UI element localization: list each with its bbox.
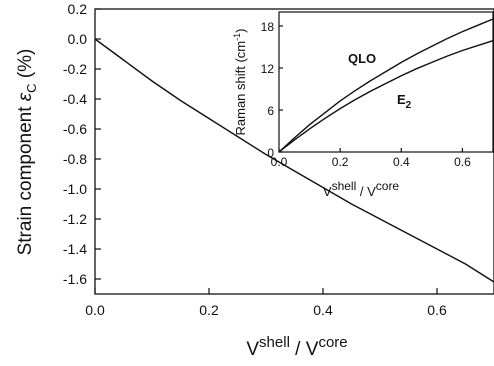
- main-series: [94, 38, 494, 283]
- main-y-tick-label: -1.2: [63, 211, 87, 227]
- inset-x-axis-label: Vshell / Vcore: [323, 179, 400, 199]
- main-x-tick-label: 0.4: [313, 302, 333, 318]
- main-y-tick-label: -1.6: [63, 271, 87, 287]
- main-x-axis-label: Vshell / Vcore: [246, 334, 347, 360]
- main-ticks: 0.0 0.2 0.4 0.6 0.2 0.0 -0.2 -0.4 -0.6 -0.8 -1.0 -1…: [63, 1, 447, 318]
- inset-series: [278, 18, 494, 153]
- main-x-label-sup2: core: [318, 334, 347, 351]
- main-y-tick-label: -0.6: [63, 121, 87, 137]
- inset-y-tick-label: 18: [261, 20, 275, 34]
- inset-y-tick-label: 6: [267, 104, 274, 118]
- main-y-tick-label: -1.4: [63, 241, 87, 257]
- inset-x-tick-label: 0.6: [454, 155, 471, 169]
- main-y-label-sub: C: [24, 83, 39, 92]
- main-plot: 0.0 0.2 0.4 0.6 0.2 0.0 -0.2 -0.4 -0.6 -0.8 -1.0 -1…: [15, 1, 494, 360]
- inset-y-tick-label: 0: [267, 146, 274, 160]
- inset-y-label-close: ): [233, 29, 248, 33]
- main-y-label-pre: Strain component: [15, 101, 36, 255]
- main-y-tick-label: -0.8: [63, 151, 87, 167]
- inset-x-label-sep: /: [356, 184, 367, 199]
- inset-x-label-sup2: core: [376, 179, 400, 193]
- main-y-tick-label: -0.4: [63, 91, 87, 107]
- inset-x-label-base2: V: [367, 184, 376, 199]
- series-label-e2-sub: 2: [406, 100, 412, 111]
- main-y-label-post: (%): [15, 49, 36, 84]
- main-plot-frame: [94, 8, 494, 295]
- inset-x-tick-label: 0.2: [332, 155, 349, 169]
- inset-y-axis-label: Raman shift (cm-1): [232, 29, 248, 136]
- main-y-axis-label: Strain component εC (%): [15, 49, 39, 256]
- series-label-qlo: QLO: [348, 51, 376, 66]
- inset-plot: 0.0 0.2 0.4 0.6 0 6 12 18 Raman shift (cm-1) Vs…: [232, 11, 494, 199]
- main-x-label-sup: shell: [259, 334, 290, 351]
- inset-x-tick-label: 0.4: [393, 155, 410, 169]
- main-y-label-symbol: ε: [15, 92, 36, 101]
- main-series-line-0: [94, 38, 494, 283]
- main-x-label-base2: V: [306, 339, 319, 360]
- inset-series-line-0: [278, 18, 494, 153]
- main-y-tick-label: 0.2: [68, 1, 88, 17]
- main-x-label-base: V: [246, 339, 259, 360]
- inset-y-tick-label: 12: [261, 62, 275, 76]
- main-x-tick-label: 0.6: [427, 302, 447, 318]
- inset-ticks: 0.0 0.2 0.4 0.6 0 6 12 18: [261, 20, 471, 169]
- main-x-label-sep: /: [290, 339, 306, 360]
- main-x-tick-label: 0.2: [199, 302, 219, 318]
- series-label-e2-base: E: [397, 92, 406, 107]
- series-label-e2: E2: [397, 92, 412, 111]
- main-y-tick-label: -1.0: [63, 181, 87, 197]
- inset-y-label-text: Raman shift (cm: [233, 41, 248, 136]
- main-y-tick-label: -0.2: [63, 61, 87, 77]
- inset-series-line-1: [278, 40, 494, 153]
- inset-y-label-sup: -1: [232, 33, 242, 41]
- main-x-tick-label: 0.0: [85, 302, 105, 318]
- inset-plot-frame: [278, 11, 494, 153]
- inset-x-tick-label: 0.0: [271, 155, 288, 169]
- inset-x-label-base: V: [323, 184, 332, 199]
- inset-x-label-sup: shell: [332, 179, 357, 193]
- main-y-tick-label: 0.0: [68, 31, 88, 47]
